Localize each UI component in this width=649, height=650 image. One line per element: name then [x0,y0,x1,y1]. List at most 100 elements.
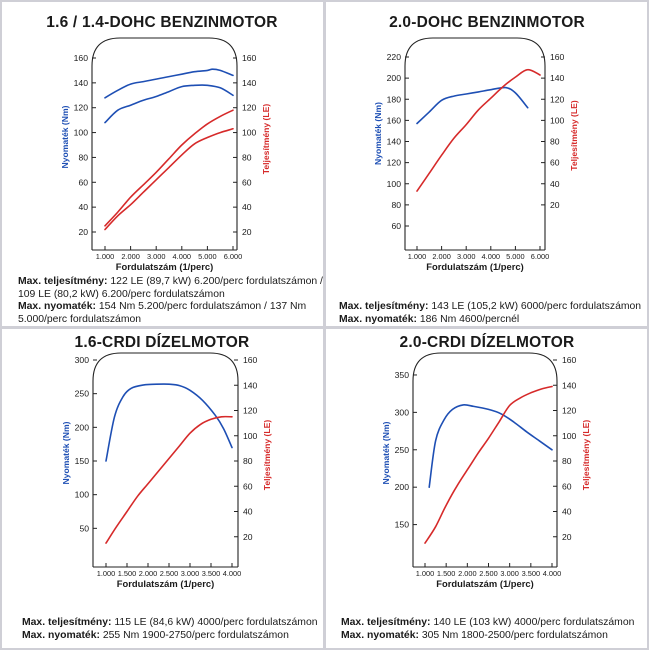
y2-tick-label: 60 [562,481,572,491]
torque-curve-0 [104,68,234,99]
x-tick-label: 1.000 [97,569,116,578]
y-tick-label: 60 [78,177,88,187]
spec-line: Max. teljesítmény: 140 LE (103 kW) 4000/… [341,617,647,630]
y2-tick-label: 140 [550,73,565,83]
x-tick-label: 2.000 [121,252,140,261]
y-axis-label: Nyomaték (Nm) [61,421,71,484]
y-tick-label: 140 [74,78,89,88]
y2-tick-label: 100 [243,431,258,441]
y-tick-label: 200 [75,422,90,432]
spec-text: Max. teljesítmény: 140 LE (103 kW) 4000/… [341,617,647,642]
spec-value: 255 Nm 1900-2750/perc fordulatszámon [99,629,289,641]
y-tick-label: 350 [395,370,410,380]
y2-tick-label: 40 [550,179,560,189]
x-axis-label: Fordulatszám (1/perc) [436,578,533,589]
y2-tick-label: 40 [242,202,252,212]
y2-tick-label: 60 [243,481,253,491]
spec-text: Max. teljesítmény: 122 LE (89,7 kW) 6.20… [18,276,323,326]
y-tick-label: 220 [387,52,402,62]
spec-value: 109 LE (80,2 kW) 6.200/perc fordulatszám… [18,288,225,300]
x-tick-label: 4.000 [543,569,562,578]
power-curve-2 [104,109,234,227]
chart-box [404,37,546,250]
x-axis-label: Fordulatszám (1/perc) [117,578,214,589]
y2-tick-label: 20 [562,532,572,542]
y-tick-label: 100 [387,179,402,189]
power-curve-1 [424,385,553,544]
spec-value: 143 LE (105,2 kW) 6000/perc fordulatszám… [428,301,642,312]
x-tick-label: 3.500 [202,569,221,578]
y2-tick-label: 20 [550,200,560,210]
x-axis-label: Fordulatszám (1/perc) [116,261,213,272]
y-tick-label: 100 [74,128,89,138]
torque-curve-0 [105,383,233,462]
spec-text: Max. teljesítmény: 143 LE (105,2 kW) 600… [339,301,647,326]
y2-tick-label: 140 [562,380,577,390]
x-tick-label: 3.000 [147,252,166,261]
torque-curve-0 [416,86,529,125]
spec-line: Max. nyomaték: 154 Nm 5.200/perc fordula… [18,301,322,314]
y-tick-label: 150 [395,520,410,530]
spec-label: Max. teljesítmény: [22,617,112,628]
x-tick-label: 3.000 [181,569,200,578]
y-axis-label: Nyomaték (Nm) [373,102,383,165]
chart-box [412,352,558,567]
x-tick-label: 3.000 [500,569,519,578]
chart-title: 2.0-CRDI DÍZELMOTOR [399,334,575,351]
chart-title: 2.0-DOHC BENZINMOTOR [389,14,585,31]
spec-line: Max. teljesítmény: 115 LE (84,6 kW) 4000… [22,617,322,630]
spec-label: Max. nyomaték: [339,313,417,325]
y-tick-label: 100 [75,490,90,500]
x-tick-label: 4.000 [482,252,501,261]
torque-curve-0 [428,403,553,488]
spec-label: Max. teljesítmény: [339,301,429,312]
y-axis-label: Nyomaték (Nm) [60,105,70,168]
y2-tick-label: 80 [550,137,560,147]
spec-label: Max. teljesítmény: [18,276,108,287]
y2-tick-label: 100 [562,431,577,441]
spec-value: 140 LE (103 kW) 4000/perc fordulatszámon [430,617,635,628]
chart-title: 1.6-CRDI DÍZELMOTOR [74,334,250,351]
spec-text: Max. teljesítmény: 115 LE (84,6 kW) 4000… [22,617,322,642]
y2-tick-label: 120 [243,406,258,416]
y2-tick-label: 160 [562,355,577,365]
x-tick-label: 2.000 [432,252,451,261]
chart-diesel-1-6: 50 100 150 200 250 300 20 40 60 80 100 120 140 160 1.0… [61,352,272,589]
y2-tick-label: 100 [550,115,565,125]
spec-line: Max. nyomaték: 305 Nm 1800-2500/perc for… [341,630,647,643]
spec-label: Max. nyomaték: [22,629,100,641]
x-tick-label: 2.000 [139,569,158,578]
chart-box [92,352,239,567]
power-curve-3 [104,128,234,231]
y2-tick-label: 80 [242,152,252,162]
spec-value: 115 LE (84,6 kW) 4000/perc fordulatszámo… [111,617,318,628]
power-curve-1 [105,415,233,544]
x-tick-label: 5.000 [506,252,525,261]
x-tick-label: 4.000 [223,569,242,578]
y-tick-label: 40 [78,202,88,212]
spec-value: 305 Nm 1800-2500/perc fordulatszámon [418,629,608,641]
panel-petrol-1-6-1-4: 1.6 / 1.4-DOHC BENZINMOTOR 20 40 60 80 100 12… [0,0,324,326]
y2-tick-label: 120 [550,94,565,104]
panel-petrol-2-0: 2.0-DOHC BENZINMOTOR 60 80 100 120 140 160 180… [325,0,649,326]
spec-value: 154 Nm 5.200/perc fordulatszámon / 137 N… [95,301,307,312]
y2-tick-label: 60 [242,177,252,187]
spec-line: Max. teljesítmény: 143 LE (105,2 kW) 600… [339,301,647,314]
x-tick-label: 1.000 [96,252,115,261]
y-tick-label: 80 [78,152,88,162]
x-tick-label: 6.000 [531,252,550,261]
chart-diesel-2-0: 150 200 250 300 350 20 40 60 80 100 120 140 160 1.000… [381,352,591,589]
y2-tick-label: 100 [242,128,257,138]
spec-label: Max. teljesítmény: [341,617,431,628]
y2-tick-label: 160 [243,355,258,365]
panel-diesel-1-6: 1.6-CRDI DÍZELMOTOR 50 100 150 200 250 300 20 4… [0,329,324,650]
x-tick-label: 1.500 [437,569,456,578]
panel-diesel-2-0: 2.0-CRDI DÍZELMOTOR 150 200 250 300 350 20 40 6… [325,329,649,650]
x-tick-label: 6.000 [224,252,243,261]
y2-tick-label: 20 [243,532,253,542]
y-tick-label: 200 [387,73,402,83]
y2-axis-label: Teljesítmény (LE) [261,104,271,175]
spec-line: Max. nyomaték: 186 Nm 4600/percnél [339,314,647,327]
y-tick-label: 50 [79,523,89,533]
torque-curve-1 [104,84,234,124]
